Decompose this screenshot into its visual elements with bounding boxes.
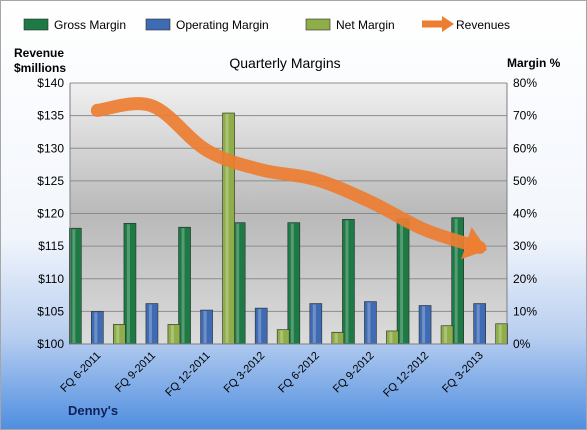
legend-label: Revenues [456,18,510,32]
legend-label: Net Margin [336,18,395,32]
bar-highlight [258,309,262,343]
bar-highlight [225,114,229,343]
line-layer [90,97,488,260]
left-tick-label: $110 [38,272,64,286]
bar-highlight [345,220,349,343]
bar-highlight [334,333,338,343]
bar-highlight [126,224,130,343]
legend-swatch-operating-margin [145,18,171,31]
bar-highlight [476,304,480,343]
right-tick-label: 40% [513,207,537,221]
left-axis-title-line2: $millions [14,61,66,75]
legend-arrowhead [442,16,454,32]
bar-highlight [444,326,448,343]
left-tick-label: $135 [37,109,64,123]
bars-layer [69,112,508,345]
company-label: Denny's [68,403,118,418]
bar-highlight [290,223,294,343]
right-tick-label: 10% [513,304,537,318]
bar-highlight [236,223,240,343]
revenue-arrowhead [461,226,488,260]
left-tick-label: $125 [37,174,64,188]
bar-highlight [181,228,185,343]
bar-highlight [389,331,393,343]
bar-highlight [312,304,316,343]
right-tick-label: 50% [513,174,537,188]
right-tick-label: 60% [513,141,537,155]
right-tick-label: 30% [513,239,537,253]
left-axis-title-line1: Revenue [14,46,64,60]
right-tick-label: 70% [513,109,537,123]
bar-highlight [72,229,76,343]
legend-swatch-net-margin [305,18,331,31]
right-tick-label: 80% [513,76,537,90]
bar-highlight [498,324,502,343]
legend: Gross Margin Operating Margin Net Margin Re… [23,16,510,32]
legend-swatch-gross-margin [23,18,49,31]
left-tick-label: $140 [37,76,64,90]
bar-highlight [400,219,404,343]
bar-highlight [94,312,98,343]
bar-highlight [203,311,207,343]
bar-highlight [280,330,284,343]
legend-label: Operating Margin [176,18,269,32]
legend-label: Gross Margin [54,18,126,32]
chart-title: Quarterly Margins [229,55,340,71]
bar-highlight [454,218,458,343]
left-tick-label: $115 [38,239,64,253]
right-axis-title: Margin % [507,56,561,70]
left-tick-label: $120 [37,207,64,221]
bar-highlight [367,302,371,343]
bar-highlight [422,306,426,343]
bar-highlight [116,325,120,343]
revenue-line [90,97,487,254]
bar-highlight [148,304,152,343]
bar-highlight [170,325,174,343]
left-tick-label: $105 [37,304,64,318]
right-tick-label: 20% [513,272,537,286]
right-tick-label: 0% [513,337,531,351]
left-tick-label: $100 [37,337,64,351]
left-tick-label: $130 [37,141,64,155]
